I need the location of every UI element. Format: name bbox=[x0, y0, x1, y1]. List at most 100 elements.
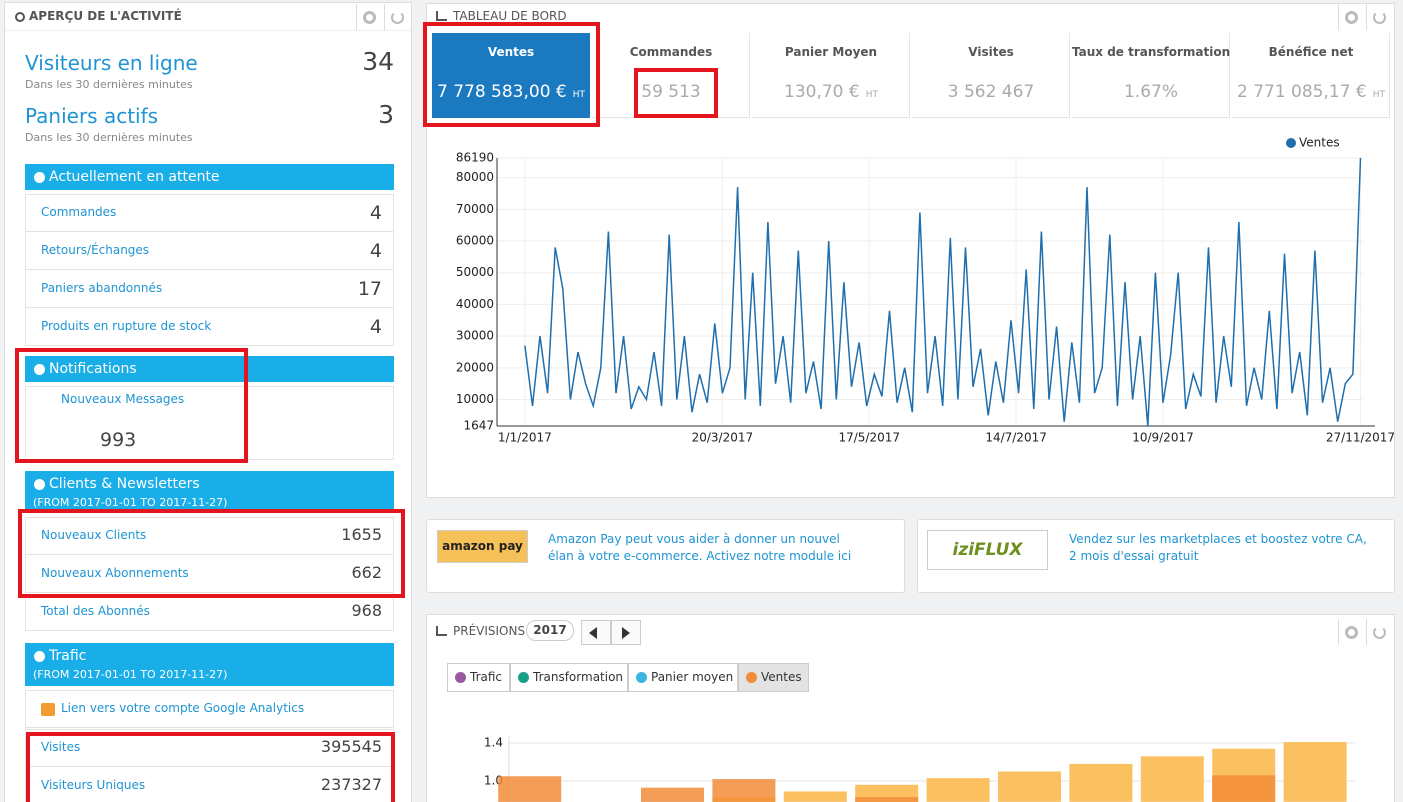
section-header bbox=[25, 164, 394, 190]
kpi-unit: HT bbox=[572, 90, 586, 100]
section-title: Trafic bbox=[49, 648, 87, 664]
x-tick-label: 20/3/2017 bbox=[692, 431, 754, 445]
kpi-label: Taux de transformation bbox=[1072, 45, 1231, 59]
link-row bbox=[25, 690, 394, 728]
kpi-value: 7 778 583,00 € bbox=[436, 82, 567, 102]
x-tick-label: 17/5/2017 bbox=[838, 431, 900, 445]
chart-icon bbox=[436, 11, 447, 21]
metric-sub: Dans les 30 dernières minutes bbox=[25, 78, 193, 91]
stat-value: 662 bbox=[351, 563, 382, 582]
panel-title: TABLEAU DE BORD bbox=[453, 9, 567, 23]
kpi-label: Ventes bbox=[487, 45, 535, 59]
year-pill[interactable]: 2017 bbox=[526, 620, 574, 641]
stat-row bbox=[25, 593, 394, 631]
ad-logo: iziFLUX bbox=[927, 530, 1048, 570]
refresh-icon bbox=[1373, 11, 1386, 24]
kpi-cell[interactable] bbox=[752, 33, 910, 118]
metric-sub: Dans les 30 dernières minutes bbox=[25, 131, 193, 144]
analytics-link[interactable]: Lien vers votre compte Google Analytics bbox=[61, 701, 305, 715]
bar bbox=[783, 791, 847, 802]
kpi-label: Bénéfice net bbox=[1268, 45, 1354, 59]
stat-label[interactable]: Paniers abandonnés bbox=[41, 281, 163, 295]
highlight bbox=[18, 509, 405, 598]
section-icon bbox=[34, 651, 45, 662]
bar bbox=[1283, 742, 1347, 802]
stat-row bbox=[25, 308, 394, 346]
stat-label[interactable]: Produits en rupture de stock bbox=[41, 319, 212, 333]
panel-title: APERÇU DE L'ACTIVITÉ bbox=[29, 9, 182, 23]
legend-tab[interactable] bbox=[510, 663, 628, 692]
kpi-value-box: 2 771 085,17 € HT bbox=[1232, 82, 1390, 102]
stat-row bbox=[25, 555, 394, 593]
ad-text[interactable]: Vendez sur les marketplaces et boostez v… bbox=[1069, 532, 1367, 563]
section-title: Actuellement en attente bbox=[49, 169, 220, 185]
y-tick-label: 80000 bbox=[456, 170, 494, 184]
stat-value: 4 bbox=[369, 316, 382, 338]
legend-label: Ventes bbox=[761, 670, 802, 684]
bar bbox=[1140, 756, 1204, 802]
y-tick-label: 86190 bbox=[456, 151, 494, 165]
ad-text[interactable]: Amazon Pay peut vous aider à donner un n… bbox=[548, 532, 852, 563]
stat-label[interactable]: Commandes bbox=[41, 205, 117, 219]
bar bbox=[926, 778, 990, 802]
legend-dot bbox=[518, 672, 529, 683]
notif-value: 993 bbox=[100, 429, 137, 451]
kpi-cell[interactable] bbox=[432, 33, 590, 118]
stat-label[interactable]: Visiteurs Uniques bbox=[41, 778, 146, 792]
highlight bbox=[26, 732, 395, 802]
clock-icon bbox=[15, 12, 25, 22]
x-tick-label: 10/9/2017 bbox=[1132, 431, 1194, 445]
refresh-icon bbox=[391, 11, 404, 24]
settings-icon bbox=[363, 11, 376, 24]
kpi-unit: HT bbox=[865, 90, 878, 100]
x-tick-label: 27/11/2017 bbox=[1326, 431, 1395, 445]
legend-marker bbox=[1286, 138, 1296, 148]
kpi-cell[interactable] bbox=[1232, 33, 1390, 118]
y-tick-label: 30000 bbox=[456, 329, 494, 343]
stat-value: 395545 bbox=[320, 737, 382, 756]
settings-icon bbox=[1345, 11, 1358, 24]
kpi-value: 1.67% bbox=[1123, 82, 1178, 102]
kpi-unit: HT bbox=[1372, 90, 1386, 100]
legend-dot bbox=[636, 672, 647, 683]
y-tick-label: 1.4 bbox=[484, 736, 503, 750]
stat-row bbox=[25, 270, 394, 308]
legend-label: Panier moyen bbox=[651, 670, 734, 684]
highlight bbox=[15, 348, 248, 463]
stat-label[interactable]: Total des Abonnés bbox=[41, 604, 150, 618]
section-title: Clients & Newsletters bbox=[49, 476, 200, 492]
x-tick-label: 14/7/2017 bbox=[985, 431, 1047, 445]
y-tick-label: 10000 bbox=[456, 392, 494, 406]
section-icon bbox=[34, 364, 45, 375]
y-tick-label: 70000 bbox=[456, 202, 494, 216]
refresh-icon bbox=[1373, 626, 1386, 639]
stat-label[interactable]: Nouveaux Clients bbox=[41, 528, 147, 542]
chart-icon bbox=[436, 626, 447, 636]
legend-dot bbox=[746, 672, 757, 683]
metric-value: 3 bbox=[378, 100, 394, 129]
stat-label[interactable]: Nouveaux Abonnements bbox=[41, 566, 189, 580]
y-tick-label: 50000 bbox=[456, 265, 494, 279]
kpi-label: Commandes bbox=[629, 45, 713, 59]
section-header bbox=[25, 356, 394, 382]
kpi-cell[interactable] bbox=[1072, 33, 1230, 118]
kpi-value-box: 1.67% bbox=[1072, 82, 1230, 102]
kpi-value: 2 771 085,17 € bbox=[1236, 82, 1367, 102]
stat-row bbox=[25, 194, 394, 232]
stat-label[interactable]: Visites bbox=[41, 740, 81, 754]
legend-label: Ventes bbox=[1299, 136, 1340, 150]
prev-button[interactable] bbox=[581, 620, 611, 645]
stat-label[interactable]: Retours/Échanges bbox=[41, 243, 150, 257]
kpi-cell[interactable] bbox=[912, 33, 1070, 118]
stat-value: 968 bbox=[351, 601, 382, 620]
bar bbox=[1212, 775, 1276, 802]
highlight bbox=[634, 68, 718, 118]
y-tick-label: 60000 bbox=[456, 234, 494, 248]
stat-row bbox=[25, 517, 394, 555]
x-tick-label: 1/1/2017 bbox=[498, 431, 552, 445]
prev-icon bbox=[589, 627, 597, 639]
notif-label[interactable]: Nouveaux Messages bbox=[61, 392, 185, 406]
panel-title: PRÉVISIONS bbox=[453, 624, 526, 638]
